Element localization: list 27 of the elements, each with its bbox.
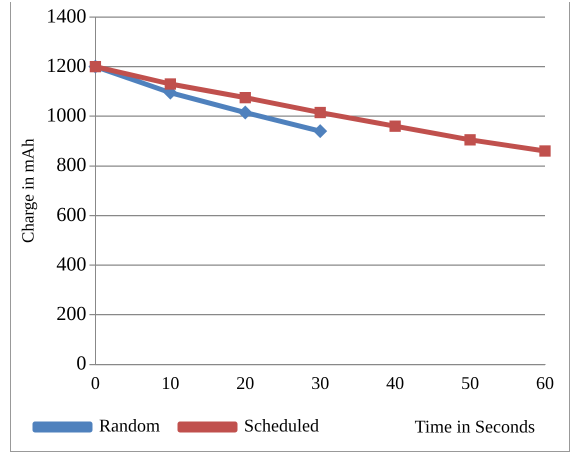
x-tick-label: 0: [90, 372, 100, 393]
point: [313, 124, 328, 138]
y-axis-title: Charge in mAh: [18, 138, 38, 243]
x-axis-title: Time in Seconds: [414, 416, 535, 437]
point: [238, 106, 252, 120]
point: [389, 120, 401, 132]
x-tick-label: 30: [311, 372, 330, 393]
x-tick-label: 20: [236, 372, 254, 393]
legend-label: Random: [99, 416, 160, 436]
point: [464, 134, 476, 146]
x-tick-label: 60: [536, 372, 554, 393]
point: [164, 78, 176, 90]
x-tick-label: 40: [386, 372, 404, 393]
y-tick-label: 1400: [46, 5, 86, 28]
point: [240, 92, 251, 104]
y-tick-label: 400: [56, 253, 86, 276]
y-tick-label: 200: [56, 303, 86, 326]
y-tick-label: 1200: [46, 54, 86, 77]
x-tick-label: 50: [461, 372, 480, 393]
point: [539, 145, 551, 157]
legend-label: Scheduled: [244, 416, 319, 436]
x-tick-label: 10: [161, 372, 180, 393]
y-tick-label: 800: [56, 154, 86, 176]
y-tick-label: 1000: [46, 104, 86, 127]
y-tick-label: 600: [56, 204, 86, 226]
y-tick-label: 0: [76, 352, 86, 375]
point: [314, 106, 326, 118]
